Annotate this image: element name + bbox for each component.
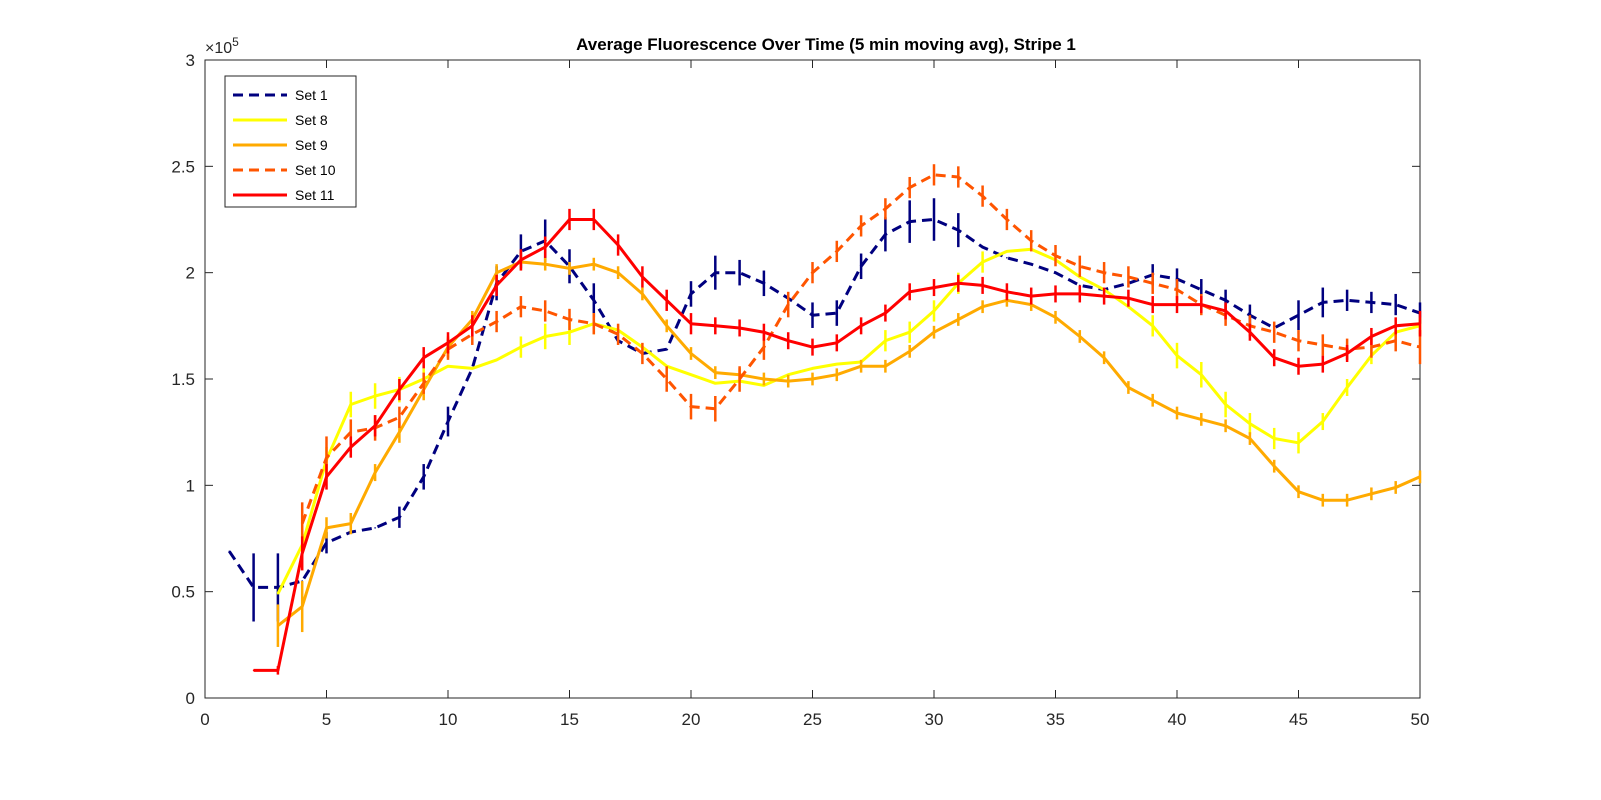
legend-item: Set 8 — [233, 112, 328, 128]
x-tick-label: 20 — [682, 710, 701, 729]
x-tick-label: 50 — [1411, 710, 1430, 729]
y-tick-label: 3 — [186, 51, 195, 70]
y-tick-label: 2.5 — [171, 157, 195, 176]
x-tick-label: 10 — [439, 710, 458, 729]
x-tick-label: 15 — [560, 710, 579, 729]
y-axis: 0 0.5 1 1.5 2 2.5 3 — [171, 51, 1420, 708]
legend-label: Set 9 — [295, 137, 328, 153]
y-tick-label: 0 — [186, 689, 195, 708]
legend-item: Set 10 — [233, 162, 336, 178]
series-line — [276, 247, 1421, 595]
y-exponent-power: 5 — [232, 35, 239, 49]
y-tick-label: 1 — [186, 476, 195, 495]
series-layer — [228, 164, 1422, 675]
data-point — [277, 592, 279, 595]
plot-area: 0 5 10 15 20 25 30 35 40 45 50 00.511.522.53 ×105 — [171, 35, 1429, 729]
data-point — [1006, 250, 1008, 253]
legend-label: Set 11 — [295, 187, 335, 203]
x-tick-label: 45 — [1289, 710, 1308, 729]
data-point — [981, 246, 984, 248]
legend-box — [224, 75, 357, 208]
data-point — [471, 367, 474, 370]
legend-label: Set 10 — [295, 162, 336, 178]
data-point — [1030, 263, 1032, 265]
data-point — [665, 348, 668, 351]
y-tick-label: 2 — [186, 264, 195, 283]
x-tick-label: 40 — [1168, 710, 1187, 729]
series-line — [276, 260, 1421, 627]
data-point — [495, 359, 498, 361]
y-tick-label: 0.5 — [171, 583, 195, 602]
data-point — [1054, 271, 1057, 274]
legend-item: Set 1 — [233, 87, 328, 103]
y-tick-label: 1.5 — [171, 370, 195, 389]
y-axis-exponent: ×105 — [205, 35, 239, 57]
x-tick-label: 35 — [1046, 710, 1065, 729]
y-exponent-base: ×10 — [205, 40, 232, 57]
legend-item: Set 11 — [233, 187, 335, 203]
data-point — [714, 382, 717, 385]
legend-label: Set 1 — [295, 87, 328, 103]
legend-item: Set 9 — [233, 137, 328, 153]
data-point — [447, 365, 449, 368]
legend: Set 1 Set 8 Set 9 Set 10 Set 11 — [224, 75, 357, 208]
data-point — [252, 669, 255, 672]
data-point — [374, 527, 376, 529]
x-tick-label: 30 — [925, 710, 944, 729]
data-point — [811, 367, 814, 370]
x-tick-label: 25 — [803, 710, 822, 729]
x-axis: 0 5 10 15 20 25 30 35 40 45 50 — [200, 60, 1429, 729]
x-tick-label: 0 — [200, 710, 209, 729]
data-point — [1006, 256, 1008, 259]
data-point — [690, 373, 692, 376]
data-point — [836, 363, 838, 365]
x-tick-label: 5 — [322, 710, 331, 729]
series-line — [228, 218, 1421, 589]
legend-label: Set 8 — [295, 112, 328, 128]
series-5 — [252, 208, 1422, 675]
chart-title: Average Fluorescence Over Time (5 min mo… — [576, 35, 1076, 54]
data-point — [228, 550, 231, 553]
